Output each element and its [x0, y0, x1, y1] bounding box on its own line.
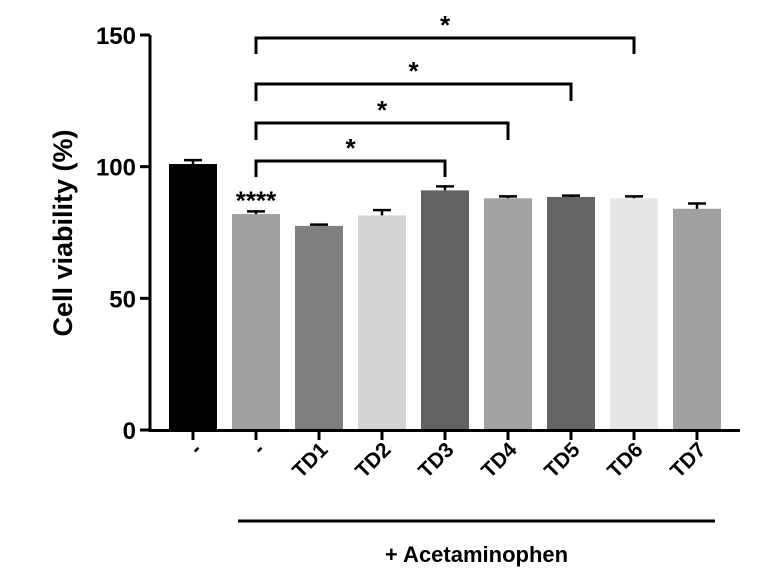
bar-3 [358, 215, 406, 430]
bar-annotations-layer: **** [236, 185, 277, 215]
y-ticks-layer: 0 50 100 150 [96, 23, 150, 445]
category-label-6: TD5 [540, 438, 585, 483]
group-layer: + Acetaminophen [238, 519, 715, 567]
category-label-4: TD3 [414, 438, 458, 482]
error-bar-6 [562, 194, 580, 197]
error-bar-8 [688, 202, 706, 209]
bar-annotation-1: **** [236, 185, 277, 215]
error-bar-7 [625, 195, 643, 199]
error-bar-4 [436, 185, 454, 191]
bar-8 [673, 208, 721, 430]
y-tick-label-100: 100 [96, 155, 136, 182]
category-label-3: TD2 [351, 438, 395, 482]
bars-layer [169, 164, 721, 431]
category-label-5: TD4 [477, 438, 522, 483]
significance-label: * [440, 10, 451, 40]
bar-2 [295, 225, 343, 430]
y-tick-label-50: 50 [109, 286, 136, 313]
bracket-line [254, 82, 573, 101]
error-bars-layer [184, 158, 706, 226]
bar-4 [421, 190, 469, 430]
category-label-1: - [248, 438, 269, 459]
significance-label: * [377, 95, 388, 125]
significance-brackets-layer: * * * * [254, 10, 636, 177]
bar-6 [547, 196, 595, 430]
significance-bracket-3: * [254, 10, 636, 54]
error-bar-0 [184, 158, 202, 165]
error-bar-3 [373, 208, 391, 216]
bar-1 [232, 214, 280, 430]
bar-0 [169, 164, 217, 431]
error-bar-1 [247, 210, 265, 215]
significance-bracket-2: * [254, 56, 573, 101]
category-labels-layer: - - TD1 TD2 TD3 TD4 TD5 TD6 TD7 [185, 430, 711, 483]
significance-bracket-1: * [254, 95, 510, 140]
y-tick-label-0: 0 [123, 418, 136, 445]
bracket-line [254, 36, 636, 54]
bar-5 [484, 198, 532, 430]
significance-label: * [408, 56, 419, 86]
bracket-line [254, 121, 510, 140]
error-bar-5 [499, 195, 517, 199]
significance-label: * [345, 133, 356, 163]
acetaminophen-group-label: + Acetaminophen [385, 542, 568, 567]
significance-bracket-0: * [254, 133, 447, 177]
category-label-8: TD7 [666, 438, 710, 482]
bracket-line [254, 159, 447, 177]
error-bar-2 [310, 223, 328, 226]
category-label-0: - [185, 438, 206, 459]
category-label-7: TD6 [603, 438, 647, 482]
y-axis-label: Cell viability (%) [48, 129, 78, 336]
bar-7 [610, 198, 658, 430]
y-tick-label-150: 150 [96, 23, 136, 50]
category-label-2: TD1 [288, 438, 333, 483]
